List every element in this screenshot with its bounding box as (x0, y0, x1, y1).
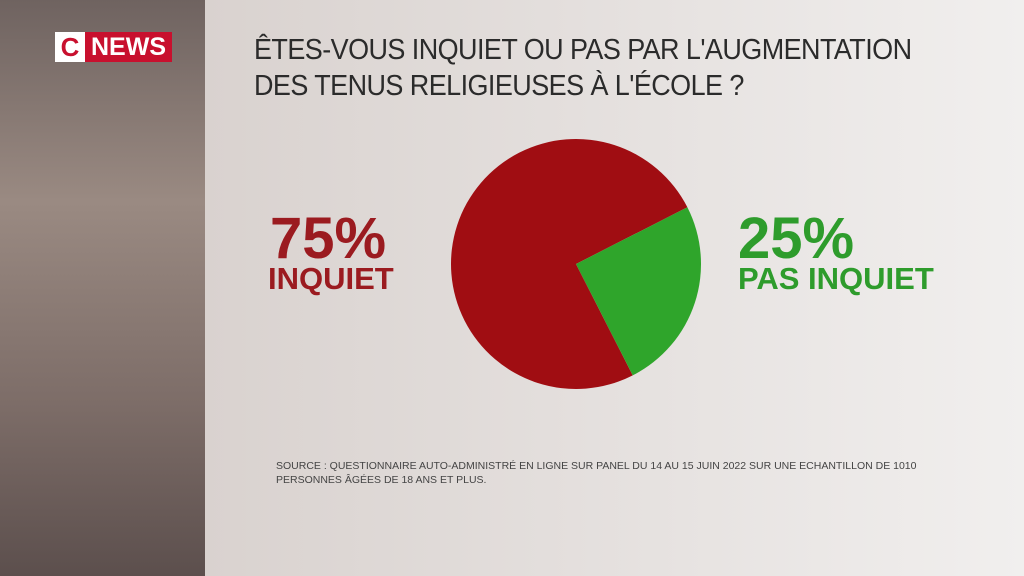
pie-slice (576, 207, 701, 376)
pie (451, 139, 701, 390)
logo-news: NEWS (85, 32, 172, 62)
category-label: PAS INQUIET (738, 261, 934, 296)
pie-slice (451, 139, 688, 390)
logo: C NEWS (55, 32, 172, 62)
source-note: SOURCE : QUESTIONNAIRE AUTO-ADMINISTRÉ E… (276, 460, 917, 486)
category-label: INQUIET (268, 261, 394, 296)
background-photo (0, 0, 205, 576)
chart-title: ÊTES-VOUS INQUIET OU PAS PAR L'AUGMENTAT… (254, 34, 912, 102)
logo-c: C (55, 32, 85, 62)
value-label: 25% (738, 206, 855, 271)
value-label: 75% (270, 206, 387, 271)
